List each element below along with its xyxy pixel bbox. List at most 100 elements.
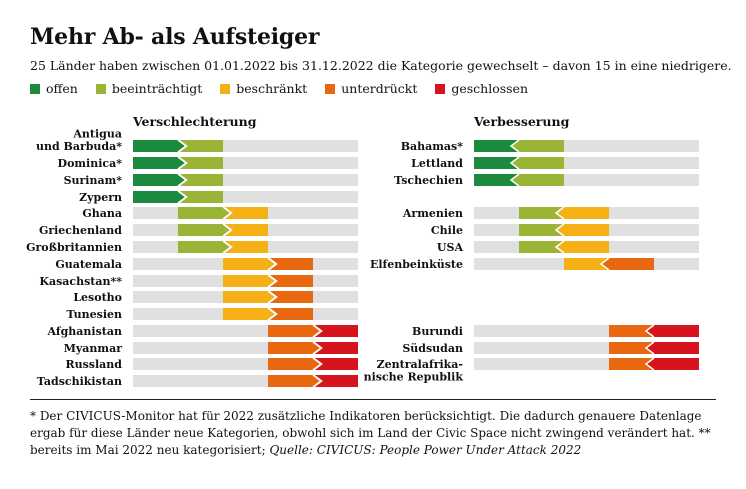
legend: offen beeinträchtigt beschränkt unterdrü… — [30, 81, 528, 96]
segment-separator — [554, 240, 565, 254]
legend-swatch — [220, 83, 231, 94]
legend-item-unterdrueckt: unterdrückt — [325, 81, 417, 96]
segment-to — [519, 241, 564, 253]
country-label: USA — [437, 241, 464, 254]
segment-to — [315, 342, 358, 354]
legend-swatch — [325, 83, 336, 94]
segment-from — [178, 241, 231, 253]
country-label: Zypern — [79, 191, 122, 204]
segment-separator — [554, 206, 565, 220]
country-label: Südsudan — [402, 342, 463, 355]
legend-swatch — [435, 83, 446, 94]
segment-from — [601, 258, 654, 270]
segment-separator — [599, 257, 610, 271]
segment-from — [556, 241, 609, 253]
segment-separator — [644, 357, 655, 371]
country-label: Kasachstan** — [39, 275, 122, 288]
legend-label: unterdrückt — [341, 81, 418, 96]
country-label: Armenien — [402, 207, 463, 220]
segment-to — [315, 325, 358, 337]
segment-separator — [509, 156, 520, 170]
country-label: Surinam* — [64, 174, 123, 187]
country-label: Antigua und Barbuda* — [36, 128, 122, 154]
country-label: Guatemala — [55, 258, 122, 271]
segment-to — [474, 140, 519, 152]
segment-separator — [312, 324, 323, 338]
footnote-text: * Der CIVICUS-Monitor hat für 2022 zusät… — [30, 409, 711, 457]
country-label: Lesotho — [73, 291, 122, 304]
segment-from — [556, 207, 609, 219]
segment-separator — [312, 357, 323, 371]
segment-from — [223, 308, 276, 320]
segment-from — [223, 275, 276, 287]
legend-item-beeintraechtigt: beeinträchtigt — [95, 81, 203, 96]
segment-to — [315, 375, 358, 387]
legend-label: geschlossen — [451, 81, 529, 96]
category-change-chart: Verschlechterung Antigua und Barbuda* Domin… — [26, 114, 699, 388]
legend-label: offen — [46, 81, 78, 96]
segment-separator — [644, 324, 655, 338]
panel-heading: Verbesserung — [473, 114, 570, 129]
footnote: * Der CIVICUS-Monitor hat für 2022 zusät… — [30, 408, 720, 459]
segment-to — [564, 258, 609, 270]
segment-to — [519, 224, 564, 236]
segment-from — [223, 258, 276, 270]
segment-from — [268, 342, 321, 354]
segment-to — [180, 140, 223, 152]
country-label: Myanmar — [64, 342, 122, 355]
segment-from — [133, 174, 186, 186]
segment-from — [178, 207, 231, 219]
segment-from — [511, 157, 564, 169]
segment-to — [225, 207, 268, 219]
segment-separator — [312, 341, 323, 355]
country-label: Dominica* — [58, 157, 123, 170]
country-label: Griechenland — [39, 224, 122, 237]
segment-to — [180, 191, 223, 203]
country-label: Russland — [65, 358, 122, 371]
segment-from — [268, 358, 321, 370]
legend-swatch — [30, 83, 40, 94]
segment-from — [268, 375, 321, 387]
segment-to — [609, 358, 654, 370]
segment-from — [556, 224, 609, 236]
segment-from — [133, 140, 186, 152]
country-label: Ghana — [82, 207, 122, 220]
country-label: Zentralafrika-nische Republik — [364, 358, 464, 384]
segment-separator — [509, 173, 520, 187]
country-label: Elfenbeinküste — [370, 258, 463, 271]
panel-heading: Verschlechterung — [132, 114, 257, 129]
legend-swatch — [95, 83, 106, 94]
chart-subtitle: 25 Länder haben zwischen 01.01.2022 bis … — [30, 58, 732, 73]
country-label: Chile — [431, 224, 463, 237]
segment-to — [270, 308, 313, 320]
legend-label: beschränkt — [236, 81, 308, 96]
segment-to — [270, 275, 313, 287]
country-label: Bahamas* — [401, 140, 464, 153]
country-label: Großbritannien — [26, 241, 122, 254]
segment-from — [646, 342, 699, 354]
country-label: Tschechien — [394, 174, 463, 187]
legend-item-offen: offen — [30, 81, 78, 96]
segment-to — [270, 258, 313, 270]
segment-from — [133, 191, 186, 203]
country-label: Tadschikistan — [37, 375, 122, 388]
segment-from — [178, 224, 231, 236]
segment-separator — [222, 206, 233, 220]
segment-to — [609, 325, 654, 337]
country-label: Lettland — [411, 157, 463, 170]
segment-to — [270, 291, 313, 303]
segment-separator — [177, 173, 188, 187]
segment-from — [223, 291, 276, 303]
footnote-divider — [30, 399, 716, 400]
segment-separator — [222, 223, 233, 237]
segment-separator — [312, 374, 323, 388]
legend-label: beeinträchtigt — [111, 81, 203, 96]
segment-to — [180, 174, 223, 186]
segment-from — [646, 358, 699, 370]
segment-separator — [222, 240, 233, 254]
segment-separator — [509, 139, 520, 153]
segment-to — [225, 241, 268, 253]
country-label: Afghanistan — [47, 325, 122, 338]
segment-to — [474, 174, 519, 186]
country-label: Burundi — [412, 325, 463, 338]
